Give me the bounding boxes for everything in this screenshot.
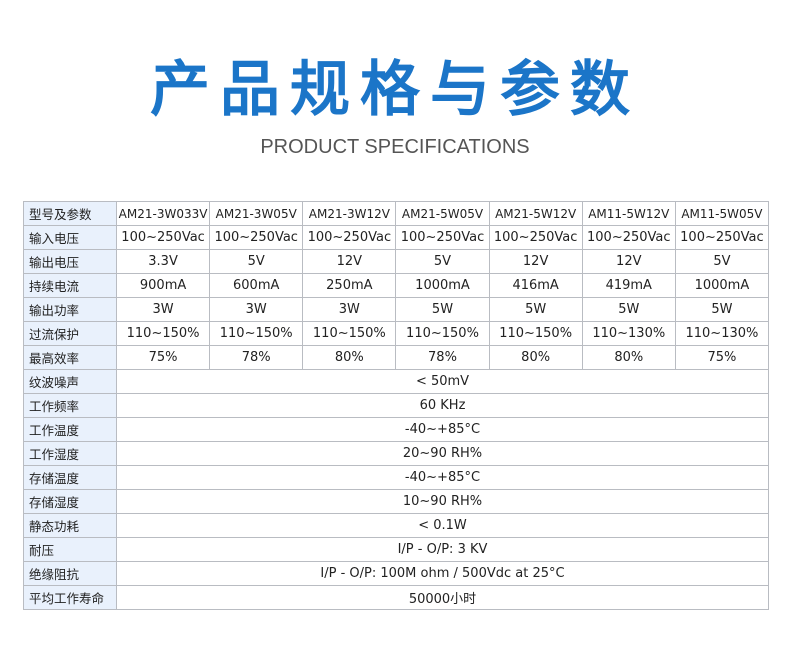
table-row: 静态功耗 < 0.1W bbox=[23, 513, 769, 538]
cell-value: 416mA bbox=[488, 273, 583, 298]
table-row: 工作湿度 20~90 RH% bbox=[23, 441, 769, 466]
cell-value-merged: I/P - O/P: 3 KV bbox=[116, 537, 769, 562]
cell-value: 900mA bbox=[115, 273, 211, 298]
cell-value: 3W bbox=[302, 297, 397, 322]
cell-value: 110~130% bbox=[581, 321, 676, 346]
cell-value-merged: < 50mV bbox=[116, 369, 769, 394]
row-label: 耐压 bbox=[23, 537, 117, 562]
cell-value: 80% bbox=[488, 345, 583, 370]
table-row: 绝缘阻抗 I/P - O/P: 100M ohm / 500Vdc at 25°C bbox=[23, 561, 769, 586]
table-row: 纹波噪声 < 50mV bbox=[23, 369, 769, 394]
table-row: 工作温度 -40~+85°C bbox=[23, 417, 769, 442]
cell-value: 5V bbox=[395, 249, 490, 274]
table-row: 耐压 I/P - O/P: 3 KV bbox=[23, 537, 769, 562]
cell-value: 3W bbox=[115, 297, 211, 322]
model-header: AM21-3W05V bbox=[209, 201, 304, 226]
cell-value: 110~130% bbox=[674, 321, 770, 346]
cell-value: 78% bbox=[395, 345, 490, 370]
cell-value-merged: 60 KHz bbox=[116, 393, 769, 418]
row-label: 输入电压 bbox=[23, 225, 117, 250]
cell-value: 5W bbox=[488, 297, 583, 322]
cell-value: 100~250Vac bbox=[209, 225, 304, 250]
cell-value-merged: -40~+85°C bbox=[116, 417, 769, 442]
row-label: 平均工作寿命 bbox=[23, 585, 117, 610]
model-header: AM21-3W12V bbox=[302, 201, 397, 226]
cell-value: 600mA bbox=[209, 273, 304, 298]
table-row: 输出功率 3W 3W 3W 5W 5W 5W 5W bbox=[23, 297, 770, 322]
cell-value-merged: 10~90 RH% bbox=[116, 489, 769, 514]
cell-value: 5W bbox=[581, 297, 676, 322]
table-row: 过流保护 110~150% 110~150% 110~150% 110~150% 110~… bbox=[23, 321, 770, 346]
cell-value: 100~250Vac bbox=[581, 225, 676, 250]
cell-value: 12V bbox=[581, 249, 676, 274]
cell-value: 12V bbox=[302, 249, 397, 274]
cell-value-merged: 20~90 RH% bbox=[116, 441, 769, 466]
cell-value: 80% bbox=[581, 345, 676, 370]
row-label: 绝缘阻抗 bbox=[23, 561, 117, 586]
cell-value-merged: < 0.1W bbox=[116, 513, 769, 538]
cell-value: 75% bbox=[674, 345, 770, 370]
table-row: 持续电流 900mA 600mA 250mA 1000mA 416mA 419mA 1000m… bbox=[23, 273, 770, 298]
cell-value: 250mA bbox=[302, 273, 397, 298]
cell-value: 12V bbox=[488, 249, 583, 274]
cell-value: 100~250Vac bbox=[115, 225, 211, 250]
row-label: 工作湿度 bbox=[23, 441, 117, 466]
model-header: AM21-3W033V bbox=[115, 201, 211, 226]
cell-value: 1000mA bbox=[395, 273, 490, 298]
cell-value: 5W bbox=[395, 297, 490, 322]
table-row: 输出电压 3.3V 5V 12V 5V 12V 12V 5V bbox=[23, 249, 770, 274]
cell-value: 3.3V bbox=[115, 249, 211, 274]
cell-value: 100~250Vac bbox=[488, 225, 583, 250]
row-label: 静态功耗 bbox=[23, 513, 117, 538]
page-title: 产品规格与参数 bbox=[150, 55, 640, 125]
cell-value: 419mA bbox=[581, 273, 676, 298]
spec-table: 型号及参数 AM21-3W033V AM21-3W05V AM21-3W12V AM21… bbox=[23, 201, 770, 610]
cell-value: 100~250Vac bbox=[395, 225, 490, 250]
model-header: AM21-5W12V bbox=[488, 201, 583, 226]
cell-value: 5V bbox=[674, 249, 770, 274]
cell-value-merged: I/P - O/P: 100M ohm / 500Vdc at 25°C bbox=[116, 561, 769, 586]
row-label: 工作频率 bbox=[23, 393, 117, 418]
cell-value: 110~150% bbox=[115, 321, 211, 346]
table-row: 输入电压 100~250Vac 100~250Vac 100~250Vac 100~25… bbox=[23, 225, 770, 250]
row-label: 持续电流 bbox=[23, 273, 117, 298]
cell-value: 5V bbox=[209, 249, 304, 274]
row-label: 输出功率 bbox=[23, 297, 117, 322]
row-label: 输出电压 bbox=[23, 249, 117, 274]
model-header: AM11-5W12V bbox=[581, 201, 676, 226]
cell-value-merged: 50000小时 bbox=[116, 585, 769, 610]
cell-value: 5W bbox=[674, 297, 770, 322]
row-label: 最高效率 bbox=[23, 345, 117, 370]
table-row: 存储温度 -40~+85°C bbox=[23, 465, 769, 490]
row-label: 存储温度 bbox=[23, 465, 117, 490]
row-label: 工作温度 bbox=[23, 417, 117, 442]
row-label: 纹波噪声 bbox=[23, 369, 117, 394]
cell-value: 110~150% bbox=[209, 321, 304, 346]
row-label: 型号及参数 bbox=[23, 201, 117, 226]
cell-value: 110~150% bbox=[302, 321, 397, 346]
cell-value: 78% bbox=[209, 345, 304, 370]
table-row: 存储湿度 10~90 RH% bbox=[23, 489, 769, 514]
cell-value: 100~250Vac bbox=[302, 225, 397, 250]
page-subtitle: PRODUCT SPECIFICATIONS bbox=[260, 136, 530, 158]
cell-value: 75% bbox=[115, 345, 211, 370]
cell-value: 1000mA bbox=[674, 273, 770, 298]
row-label: 过流保护 bbox=[23, 321, 117, 346]
model-header: AM21-5W05V bbox=[395, 201, 490, 226]
cell-value: 80% bbox=[302, 345, 397, 370]
cell-value: 110~150% bbox=[488, 321, 583, 346]
table-row: 平均工作寿命 50000小时 bbox=[23, 585, 769, 610]
cell-value: 100~250Vac bbox=[674, 225, 770, 250]
table-row: 工作频率 60 KHz bbox=[23, 393, 769, 418]
cell-value-merged: -40~+85°C bbox=[116, 465, 769, 490]
row-label: 存储湿度 bbox=[23, 489, 117, 514]
table-header-row: 型号及参数 AM21-3W033V AM21-3W05V AM21-3W12V AM21… bbox=[23, 201, 770, 226]
table-row: 最高效率 75% 78% 80% 78% 80% 80% 75% bbox=[23, 345, 770, 370]
model-header: AM11-5W05V bbox=[674, 201, 770, 226]
cell-value: 3W bbox=[209, 297, 304, 322]
cell-value: 110~150% bbox=[395, 321, 490, 346]
